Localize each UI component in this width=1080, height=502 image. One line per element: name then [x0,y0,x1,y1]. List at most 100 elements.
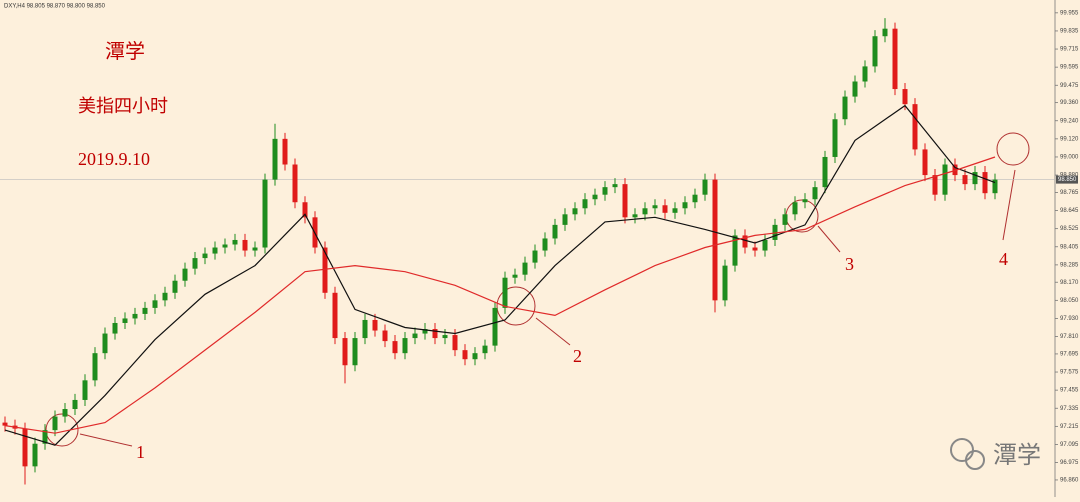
candle-body [422,329,428,334]
candle-body [32,443,38,467]
candle-body [712,179,718,301]
y-tick-label: 99.475 [1060,83,1079,89]
y-tick-label: 99.360 [1060,100,1079,106]
candle-body [532,250,538,263]
candle-body [102,333,108,354]
candle-body [62,409,68,417]
y-tick-label: 99.240 [1060,118,1079,124]
y-tick-label: 99.955 [1060,10,1079,16]
candle-body [782,214,788,225]
candle-body [912,104,918,150]
y-tick-label: 97.930 [1060,316,1079,322]
candle-body [882,28,888,37]
annotation: 潭学 [105,40,145,63]
marker-label: 3 [845,254,854,274]
candle-body [872,36,878,67]
candle-body [342,338,348,366]
candle-body [672,208,678,213]
candle-body [192,258,198,269]
moving-average [4,156,996,434]
candle-body [172,280,178,293]
arrow [1002,169,1016,241]
candle-body [982,172,988,194]
candle-body [862,66,868,82]
y-tick-label: 97.575 [1060,370,1079,376]
candle-body [402,338,408,354]
candle-body [512,274,518,278]
y-tick-label: 98.285 [1060,262,1079,268]
y-tick-label: 99.835 [1060,29,1079,35]
candle-body [482,345,488,354]
y-tick-label: 98.050 [1060,298,1079,304]
watermark-icon [965,450,985,470]
candle-body [242,239,248,251]
candle-body [612,184,618,188]
candle-body [142,307,148,314]
y-tick-label: 99.715 [1060,47,1079,53]
candle-body [832,119,838,157]
candle-body [652,205,658,209]
candle-body [592,194,598,200]
moving-average [4,104,996,446]
arrow [817,225,841,253]
y-tick-label: 99.595 [1060,65,1079,71]
candle-body [282,138,288,165]
candle-body [222,244,228,248]
candle-body [852,81,858,97]
candle-body [752,247,758,251]
candle-body [442,335,448,339]
circle [45,413,79,447]
candle-body [412,333,418,339]
candle-body [112,322,118,334]
candle-body [72,399,78,410]
candle-body [122,318,128,323]
candle-body [272,138,278,180]
arrow [79,433,133,447]
circle [996,132,1030,166]
header: DXY,H4 98.805 98.870 98.800 98.850 [4,4,106,10]
marker-label: 4 [999,249,1008,269]
candle-body [42,430,48,444]
candle-body [292,164,298,203]
candle-body [392,341,398,354]
candle-body [892,28,898,90]
candle-body [992,179,998,194]
y-tick-label: 97.455 [1060,388,1079,394]
candle-body [22,428,28,467]
y-tick-label: 97.095 [1060,442,1079,448]
candle-body [302,202,308,218]
annotation: 2019.9.10 [78,149,150,169]
candle-body [702,179,708,195]
candle-body [132,313,138,319]
candle-body [522,262,528,275]
y-tick-label: 96.860 [1060,478,1079,484]
annotation-shapes [45,132,1030,447]
candle-body [502,277,508,308]
candle-body [972,172,978,185]
marker-label: 1 [136,442,145,462]
candle-body [642,208,648,215]
candle-body [372,319,378,331]
marker-label: 2 [573,346,582,366]
candle-body [52,416,58,431]
candle-body [822,156,828,188]
candle-body [362,319,368,339]
candle-body [332,292,338,339]
annotation: 美指四小时 [78,96,168,116]
candle-body [682,202,688,209]
candle-body [2,422,8,426]
candle-body [842,96,848,120]
candle-body [742,235,748,248]
candle-body [812,187,818,200]
y-tick-label: 98.170 [1060,280,1079,286]
candle-body [542,238,548,251]
candle-body [572,208,578,215]
y-tick-label: 99.120 [1060,136,1079,142]
watermark-text: 潭学 [993,442,1041,469]
candle-body [632,214,638,218]
candle-body [462,350,468,360]
candle-body [212,247,218,254]
candle-body [922,149,928,176]
candle-body [622,184,628,218]
